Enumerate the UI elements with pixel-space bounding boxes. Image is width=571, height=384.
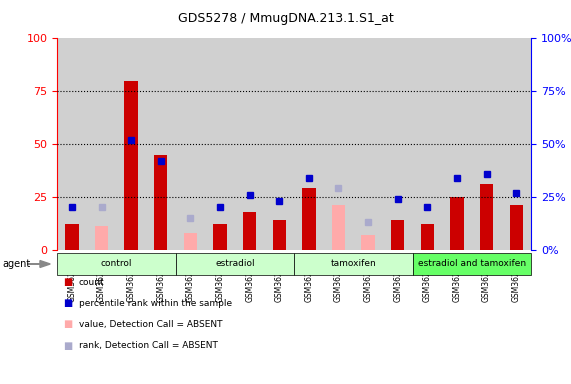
Bar [235,38,264,250]
Bar [412,38,442,250]
Bar [442,38,472,250]
Bar [87,38,116,250]
Text: rank, Detection Call = ABSENT: rank, Detection Call = ABSENT [79,341,218,350]
Text: ■: ■ [63,277,72,287]
Bar [501,38,531,250]
Bar [361,235,375,250]
Bar [324,38,353,250]
Text: control: control [100,260,132,268]
Bar [421,224,434,250]
Bar [509,205,523,250]
Text: estradiol and tamoxifen: estradiol and tamoxifen [418,260,526,268]
Bar [57,38,87,250]
Bar [184,233,197,250]
Bar [451,197,464,250]
Text: ■: ■ [63,298,72,308]
Bar [480,184,493,250]
Bar [65,224,79,250]
Text: value, Detection Call = ABSENT: value, Detection Call = ABSENT [79,320,222,329]
Bar [205,38,235,250]
Bar [176,38,205,250]
Text: ■: ■ [63,341,72,351]
Bar [272,220,286,250]
Text: percentile rank within the sample: percentile rank within the sample [79,299,232,308]
Text: estradiol: estradiol [215,260,255,268]
Bar [391,220,404,250]
Bar [353,38,383,250]
Bar [332,205,345,250]
Bar [383,38,412,250]
Text: tamoxifen: tamoxifen [331,260,376,268]
Text: GDS5278 / MmugDNA.213.1.S1_at: GDS5278 / MmugDNA.213.1.S1_at [178,12,393,25]
Text: ■: ■ [63,319,72,329]
Bar [472,38,501,250]
Text: count: count [79,278,104,287]
Bar [116,38,146,250]
Text: agent: agent [3,259,31,269]
Bar [95,227,108,250]
Bar [214,224,227,250]
Bar [294,38,324,250]
Bar [154,155,167,250]
Bar [243,212,256,250]
Bar [264,38,294,250]
Bar [124,81,138,250]
Bar [302,189,316,250]
Bar [146,38,176,250]
